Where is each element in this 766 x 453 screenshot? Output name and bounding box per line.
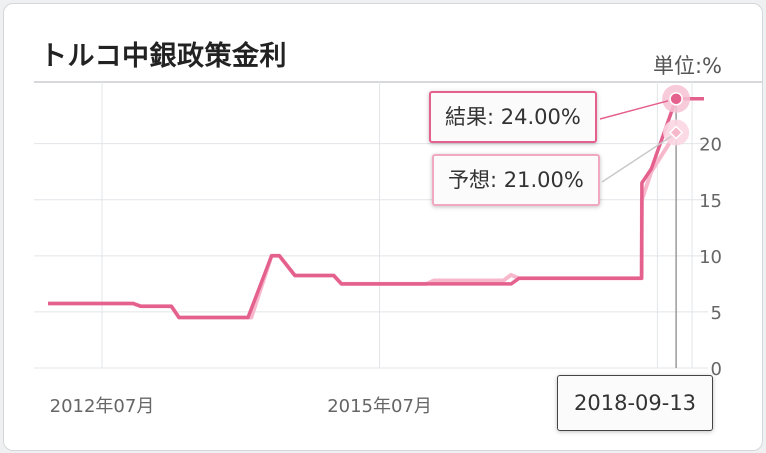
chart-card: トルコ中銀政策金利 単位:% 0 5 10 15 20 2012年07月 2015年07月… <box>3 3 763 451</box>
y-tick-label: 20 <box>699 135 722 156</box>
actual-series-line <box>48 97 704 320</box>
x-axis-ticks: 2012年07月 2015年07月 <box>50 396 432 417</box>
series-lines <box>48 97 704 320</box>
forecast-tooltip-pointer <box>601 135 672 183</box>
line-chart[interactable]: 0 5 10 15 20 2012年07月 2015年07月 <box>4 4 762 450</box>
x-tick-label: 2012年07月 <box>50 396 155 417</box>
actual-point-marker <box>669 92 683 106</box>
y-tick-label: 0 <box>711 359 722 380</box>
unit-label: 単位:% <box>652 54 722 78</box>
y-tick-label: 10 <box>699 247 722 268</box>
grid-lines <box>34 81 762 369</box>
highlight-markers <box>599 84 691 368</box>
y-tick-label: 15 <box>699 191 722 212</box>
forecast-tooltip: 予想: 21.00% <box>432 154 600 206</box>
y-axis-ticks: 0 5 10 15 20 <box>699 135 722 380</box>
date-tooltip: 2018-09-13 <box>557 375 714 431</box>
y-tick-label: 5 <box>711 303 722 324</box>
x-tick-label: 2015年07月 <box>327 396 432 417</box>
forecast-point-marker <box>669 125 684 140</box>
actual-tooltip: 結果: 24.00% <box>429 91 597 143</box>
chart-title: トルコ中銀政策金利 <box>40 41 287 72</box>
actual-tooltip-pointer <box>599 100 669 120</box>
